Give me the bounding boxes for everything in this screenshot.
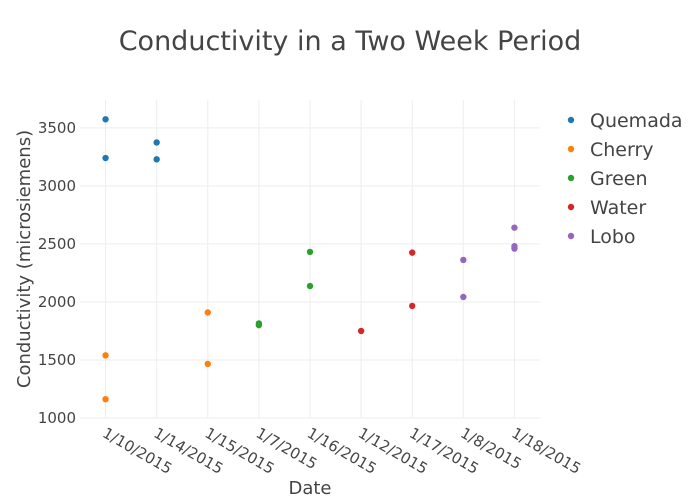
legend-marker-lobo [567, 232, 575, 240]
y-tick-label: 1000 [38, 409, 76, 427]
data-point-cherry [102, 352, 109, 359]
y-tick-label: 3000 [38, 177, 76, 195]
legend-marker-cherry [567, 145, 575, 153]
data-point-green [255, 321, 263, 329]
y-tick-label: 2000 [38, 293, 76, 311]
data-point-green [306, 248, 314, 256]
x-axis-label: Date [288, 478, 331, 499]
legend-label-quemada: Quemada [590, 110, 683, 132]
data-points [102, 116, 518, 403]
data-point-lobo [460, 256, 467, 264]
legend: Quemada Cherry Green Water Lobo [567, 110, 683, 248]
legend-label-cherry: Cherry [590, 139, 654, 161]
y-tick-label: 1500 [38, 351, 76, 369]
data-point-water [357, 327, 365, 335]
data-point-cherry [204, 309, 211, 316]
chart-title: Conductivity in a Two Week Period [119, 26, 582, 57]
legend-label-lobo: Lobo [590, 226, 636, 248]
data-point-lobo [511, 224, 518, 231]
x-tick-labels: 1/10/20151/14/20151/15/20151/7/20151/16/… [100, 424, 585, 478]
data-point-quemada [102, 116, 109, 123]
data-point-water [409, 302, 416, 310]
legend-marker-green [567, 174, 575, 182]
data-point-quemada [153, 156, 160, 163]
legend-marker-water [567, 203, 575, 211]
y-tick-label: 2500 [38, 235, 76, 253]
data-point-cherry [102, 395, 109, 403]
data-point-green [306, 282, 314, 290]
legend-marker-quemada [567, 116, 575, 124]
x-tick-label: 1/18/2015 [508, 424, 584, 478]
data-point-cherry [204, 360, 211, 368]
y-tick-label: 3500 [38, 119, 76, 137]
gridlines [80, 100, 540, 419]
data-point-quemada [102, 154, 109, 162]
data-point-water [409, 249, 416, 256]
y-tick-labels: 1000 1500 2000 2500 3000 3500 [38, 119, 76, 427]
y-axis-label: Conductivity (microsiemens) [14, 130, 35, 388]
data-point-lobo [460, 293, 467, 301]
legend-label-green: Green [590, 168, 648, 190]
legend-label-water: Water [590, 197, 646, 219]
data-point-lobo [511, 245, 518, 252]
data-point-quemada [153, 139, 160, 146]
